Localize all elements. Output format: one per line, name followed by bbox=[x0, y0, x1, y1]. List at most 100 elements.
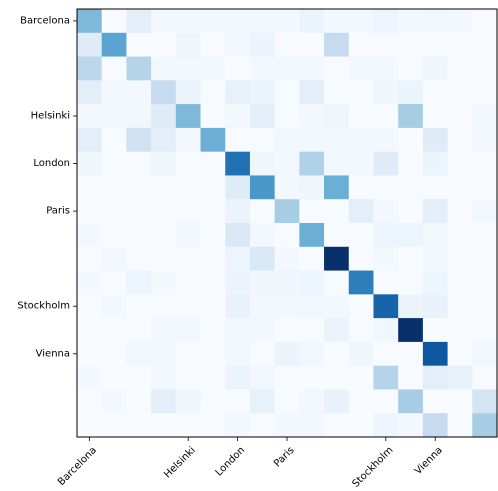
heatmap-cell bbox=[249, 199, 276, 224]
heatmap-cell bbox=[200, 199, 226, 224]
heatmap-cell bbox=[175, 365, 202, 391]
heatmap-cell bbox=[175, 9, 202, 34]
heatmap-cell bbox=[447, 9, 473, 34]
heatmap-cell bbox=[225, 223, 251, 248]
heatmap-cell bbox=[225, 32, 251, 58]
heatmap-cell bbox=[77, 413, 103, 438]
heatmap-cell bbox=[398, 246, 424, 272]
heatmap-cell bbox=[398, 341, 424, 367]
heatmap-cell bbox=[101, 413, 128, 438]
heatmap-cell bbox=[200, 223, 226, 248]
heatmap-cell bbox=[225, 9, 251, 34]
heatmap-cell bbox=[348, 151, 375, 177]
heatmap-cell bbox=[373, 32, 399, 58]
heatmap-cell bbox=[447, 151, 473, 177]
heatmap-cell bbox=[299, 104, 325, 129]
heatmap-cell bbox=[373, 223, 399, 248]
heatmap-cell bbox=[348, 341, 375, 367]
heatmap-cell bbox=[101, 270, 128, 295]
heatmap-cell bbox=[422, 365, 449, 391]
heatmap-cell bbox=[398, 389, 424, 414]
heatmap-cell bbox=[101, 175, 128, 200]
heatmap-cell bbox=[77, 104, 103, 129]
heatmap-cell bbox=[126, 341, 152, 367]
y-axis: Barcelona Helsinki London Paris Stockholm Vie… bbox=[17, 15, 77, 359]
heatmap-cell bbox=[101, 199, 128, 224]
heatmap-cell bbox=[101, 80, 128, 105]
heatmap-cell bbox=[151, 270, 177, 295]
heatmap-cell bbox=[274, 246, 300, 272]
heatmap-cell bbox=[200, 80, 226, 105]
heatmap-cell bbox=[77, 389, 103, 414]
heatmap-cell bbox=[447, 365, 473, 391]
heatmap-cell bbox=[249, 9, 276, 34]
heatmap-cell bbox=[274, 270, 300, 295]
heatmap-cell bbox=[175, 413, 202, 438]
heatmap-cell bbox=[373, 318, 399, 343]
heatmap-cell bbox=[299, 294, 325, 319]
heatmap-cell bbox=[151, 294, 177, 319]
heatmap-cell bbox=[151, 104, 177, 129]
heatmap-cell bbox=[175, 199, 202, 224]
heatmap-cell bbox=[447, 294, 473, 319]
heatmap-cell bbox=[175, 341, 202, 367]
heatmap-cell bbox=[274, 104, 300, 129]
heatmap-cell bbox=[472, 9, 498, 34]
heatmap-cell bbox=[324, 175, 350, 200]
heatmap-cell bbox=[249, 56, 276, 81]
heatmap-cell bbox=[175, 318, 202, 343]
heatmap-cell bbox=[200, 294, 226, 319]
heatmap-cell bbox=[373, 270, 399, 295]
heatmap-cell bbox=[175, 80, 202, 105]
heatmap-cell bbox=[200, 270, 226, 295]
heatmap-cell bbox=[175, 223, 202, 248]
heatmap-cell bbox=[422, 318, 449, 343]
heatmap-cell bbox=[274, 175, 300, 200]
heatmap-cell bbox=[398, 365, 424, 391]
heatmap-cell bbox=[373, 151, 399, 177]
heatmap-cell bbox=[249, 32, 276, 58]
heatmap-cell bbox=[373, 127, 399, 153]
heatmap-cell bbox=[373, 341, 399, 367]
heatmap-cell bbox=[225, 151, 251, 177]
heatmap-cell bbox=[126, 9, 152, 34]
heatmap-cell bbox=[398, 223, 424, 248]
heatmap-cell bbox=[398, 413, 424, 438]
heatmap-cell bbox=[472, 389, 498, 414]
heatmap-cell bbox=[126, 270, 152, 295]
heatmap-cell bbox=[299, 341, 325, 367]
heatmap-cell bbox=[422, 175, 449, 200]
heatmap-cell bbox=[324, 413, 350, 438]
heatmap-cell bbox=[324, 389, 350, 414]
y-tick-label: Stockholm bbox=[17, 301, 70, 312]
heatmap-cell bbox=[249, 389, 276, 414]
heatmap-cell bbox=[101, 294, 128, 319]
heatmap-cell bbox=[348, 389, 375, 414]
heatmap-cell bbox=[274, 413, 300, 438]
heatmap-cell bbox=[225, 389, 251, 414]
heatmap-cell bbox=[77, 246, 103, 272]
heatmap-cell bbox=[422, 104, 449, 129]
heatmap-cell bbox=[373, 294, 399, 319]
heatmap-cell bbox=[299, 365, 325, 391]
heatmap-cell bbox=[447, 270, 473, 295]
heatmap-cell bbox=[348, 9, 375, 34]
heatmap-cell bbox=[225, 246, 251, 272]
heatmap-cell bbox=[77, 318, 103, 343]
heatmap-cell bbox=[77, 223, 103, 248]
heatmap-cell bbox=[126, 104, 152, 129]
heatmap-cell bbox=[274, 32, 300, 58]
heatmap-cell bbox=[348, 413, 375, 438]
heatmap-cell bbox=[101, 32, 128, 58]
heatmap-cell bbox=[77, 341, 103, 367]
heatmap-cell bbox=[274, 341, 300, 367]
heatmap-cell bbox=[422, 270, 449, 295]
heatmap-cells bbox=[77, 9, 498, 438]
x-axis: Barcelona Helsinki London Paris Stockholm Vie… bbox=[56, 437, 445, 490]
heatmap-cell bbox=[126, 413, 152, 438]
heatmap-cell bbox=[324, 32, 350, 58]
heatmap-cell bbox=[175, 32, 202, 58]
heatmap-cell bbox=[472, 151, 498, 177]
heatmap-cell bbox=[101, 151, 128, 177]
heatmap-cell bbox=[249, 127, 276, 153]
